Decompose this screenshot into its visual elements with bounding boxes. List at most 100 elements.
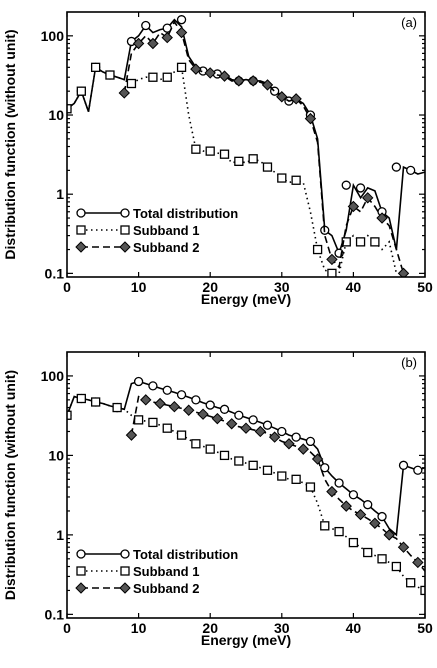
data-point [248, 154, 258, 164]
data-point [225, 418, 238, 430]
data-point [277, 173, 287, 183]
data-point [291, 432, 301, 442]
data-point [290, 93, 302, 105]
data-point [205, 146, 215, 156]
data-point [154, 397, 166, 410]
series-subband-2 [125, 394, 425, 572]
y-axis-label: Distribution function (without unit) [2, 370, 18, 600]
data-point [140, 394, 152, 406]
data-point [420, 585, 425, 596]
data-point [90, 397, 101, 407]
data-point [413, 465, 423, 475]
data-point [334, 478, 344, 488]
data-point [276, 91, 288, 103]
data-point [190, 63, 202, 75]
series-subband-2 [118, 20, 410, 277]
data-point [168, 400, 181, 413]
series-line [130, 395, 425, 572]
data-point [326, 253, 338, 266]
x-tick-label: 30 [274, 279, 290, 295]
data-point [148, 381, 158, 391]
y-tick-label: 10 [48, 107, 64, 123]
data-point [327, 268, 337, 277]
data-point [248, 460, 258, 470]
data-point [348, 537, 359, 548]
panel-label: (b) [401, 355, 417, 370]
data-point [162, 72, 172, 82]
data-point [125, 429, 138, 441]
data-point [363, 500, 373, 510]
data-point [205, 400, 215, 410]
data-point [219, 450, 230, 461]
x-tick-label: 50 [417, 279, 433, 295]
data-point [354, 508, 367, 521]
series-subband-1 [67, 62, 398, 277]
legend-label: Subband 1 [133, 564, 199, 579]
y-tick-label: 1 [56, 527, 64, 543]
data-point [133, 376, 144, 387]
data-point [218, 70, 231, 82]
legend-marker [120, 549, 130, 559]
data-point [191, 439, 201, 449]
data-point [406, 578, 416, 588]
legend-marker [76, 225, 86, 235]
data-point [320, 463, 330, 473]
data-point [254, 425, 267, 438]
data-point [132, 37, 145, 50]
panel-label: (a) [401, 15, 417, 30]
data-point [283, 438, 295, 450]
data-point [162, 423, 172, 433]
data-point [191, 395, 201, 405]
data-point [76, 393, 86, 404]
data-point [363, 547, 373, 558]
data-point [370, 237, 380, 247]
legend-marker [75, 582, 87, 594]
data-point [67, 410, 72, 420]
data-point [176, 390, 187, 400]
x-tick-label: 0 [63, 620, 71, 636]
data-point [141, 20, 151, 31]
data-point [305, 436, 316, 447]
data-point [397, 267, 410, 277]
x-tick-label: 40 [346, 620, 362, 636]
data-point [312, 244, 323, 255]
data-point [406, 165, 416, 176]
data-point [398, 460, 409, 470]
data-point [247, 75, 259, 87]
plot-frame [66, 11, 426, 278]
legend-marker [76, 566, 86, 576]
data-point [183, 404, 195, 416]
chart-panel-b: 0 10 20 30 40 50 0.1 1 10 100 (b) Energy (meV) Distr… [2, 351, 433, 648]
data-point [326, 485, 338, 498]
data-point [347, 200, 360, 213]
data-point [175, 26, 188, 39]
data-point [277, 426, 287, 437]
data-point [148, 417, 158, 428]
legend-marker [119, 582, 131, 594]
data-point [412, 556, 424, 569]
data-point [369, 517, 381, 529]
data-point [219, 149, 230, 159]
data-point [262, 420, 273, 430]
y-tick-label: 10 [48, 447, 64, 463]
legend: Total distribution Subband 1 Subband 2 [75, 206, 238, 255]
data-point [76, 86, 86, 96]
legend-marker [76, 208, 86, 218]
series-total-distribution [67, 376, 425, 537]
legend-label: Subband 2 [133, 581, 199, 596]
data-point [67, 104, 72, 114]
data-point [162, 385, 172, 395]
data-point [248, 415, 258, 425]
y-tick-label: 0.1 [45, 606, 65, 622]
data-point [340, 500, 352, 512]
data-point [112, 402, 122, 413]
data-point [291, 175, 301, 185]
data-point [311, 453, 324, 465]
data-point [205, 444, 215, 454]
data-point [348, 490, 359, 500]
legend-label: Subband 1 [133, 223, 199, 238]
data-point [240, 422, 252, 434]
y-axis-label: Distribution function (without unit) [2, 29, 18, 259]
data-point [291, 474, 301, 484]
x-tick-label: 20 [202, 279, 218, 295]
